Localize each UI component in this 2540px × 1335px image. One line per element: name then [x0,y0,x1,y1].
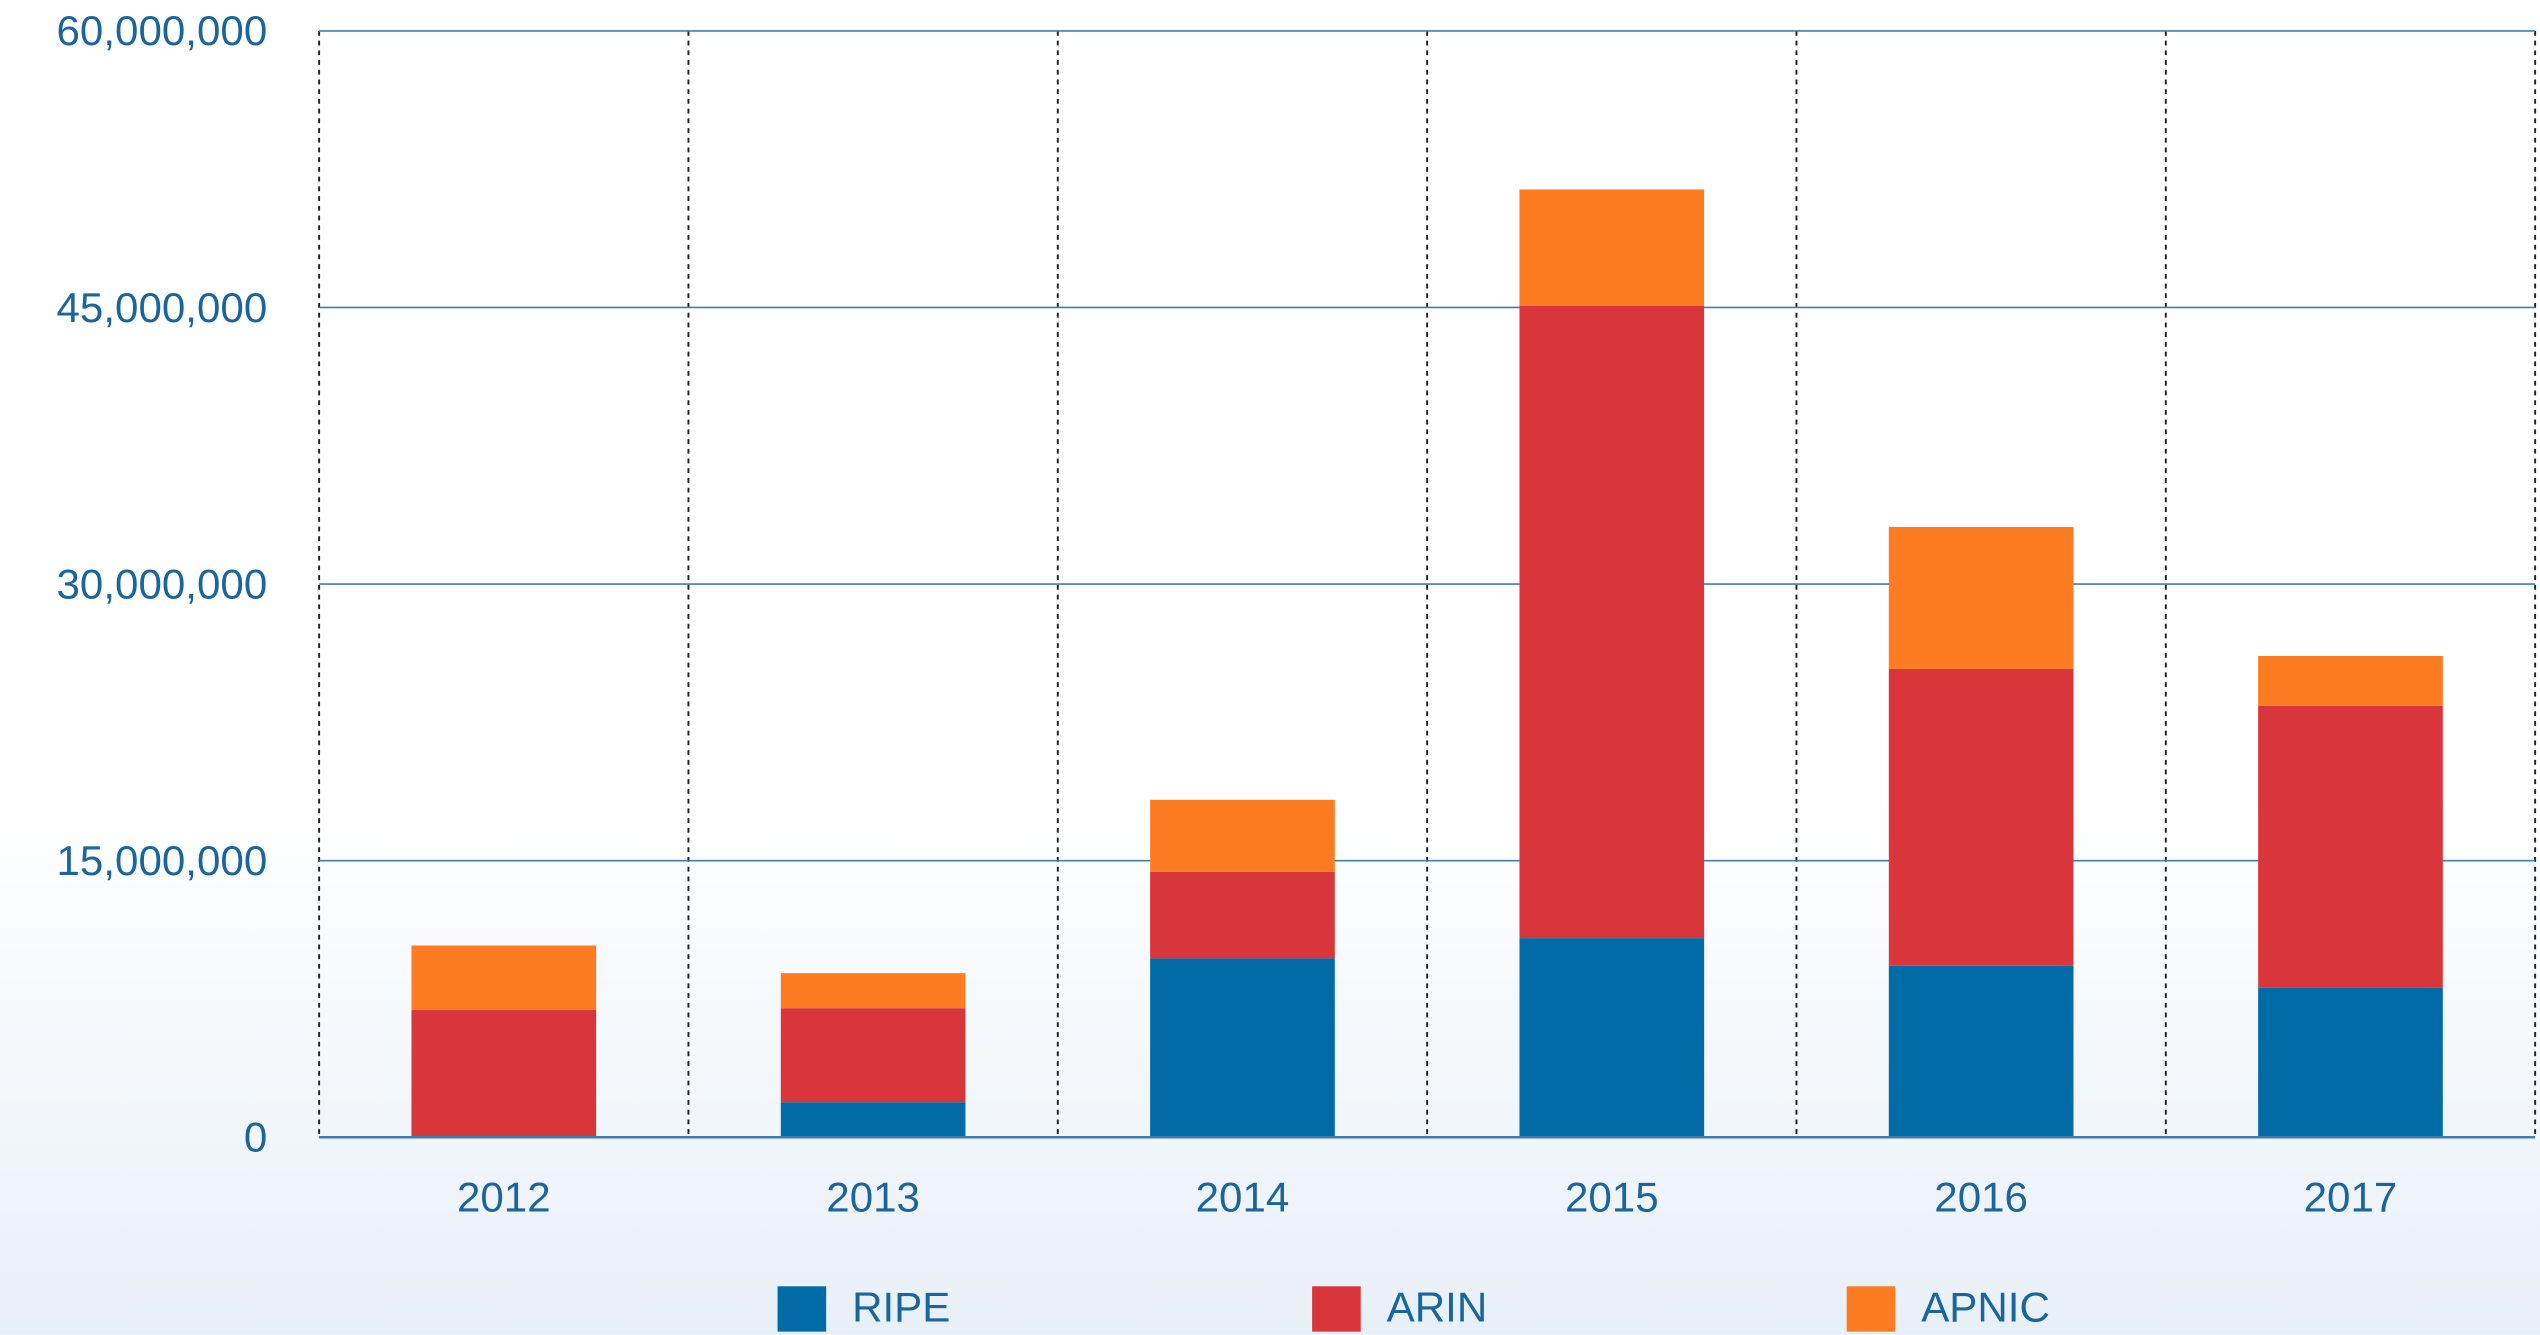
bar-segment [411,1010,597,1138]
x-tick-label: 2014 [1196,1174,1290,1221]
bar-segment [2258,655,2443,706]
y-tick-label: 45,000,000 [57,284,268,331]
bar-segment [1150,799,1335,872]
legend-swatch [777,1286,827,1332]
x-tick-label: 2017 [2304,1174,2398,1221]
bar-segment [2258,987,2443,1138]
x-tick-label: 2012 [457,1174,551,1221]
x-tick-label: 2015 [1565,1174,1659,1221]
bar-segment [2258,705,2443,988]
y-tick-label: 0 [244,1114,267,1161]
y-tick-label: 60,000,000 [57,7,268,54]
legend-swatch [1312,1286,1361,1332]
bar-segment [1519,305,1705,939]
bar-segment [1888,668,2074,966]
bar-segment [1519,189,1705,306]
bar-segment [411,945,597,1011]
bar-segment [1888,526,2074,669]
x-tick-label: 2016 [1934,1174,2028,1221]
legend-label: APNIC [1921,1284,2050,1331]
bar-segment [1150,871,1335,959]
y-tick-label: 30,000,000 [57,560,268,607]
bar-segment [1519,938,1705,1138]
bar-segment [780,1102,966,1138]
y-tick-label: 15,000,000 [57,837,268,884]
bar-segment [780,1008,966,1103]
bar-segment [780,973,966,1009]
legend-label: RIPE [852,1284,950,1331]
x-tick-label: 2013 [826,1174,920,1221]
legend-label: ARIN [1387,1284,1488,1331]
legend-swatch [1846,1286,1896,1332]
bar-segment [1888,965,2074,1138]
bar-segment [1150,958,1335,1138]
